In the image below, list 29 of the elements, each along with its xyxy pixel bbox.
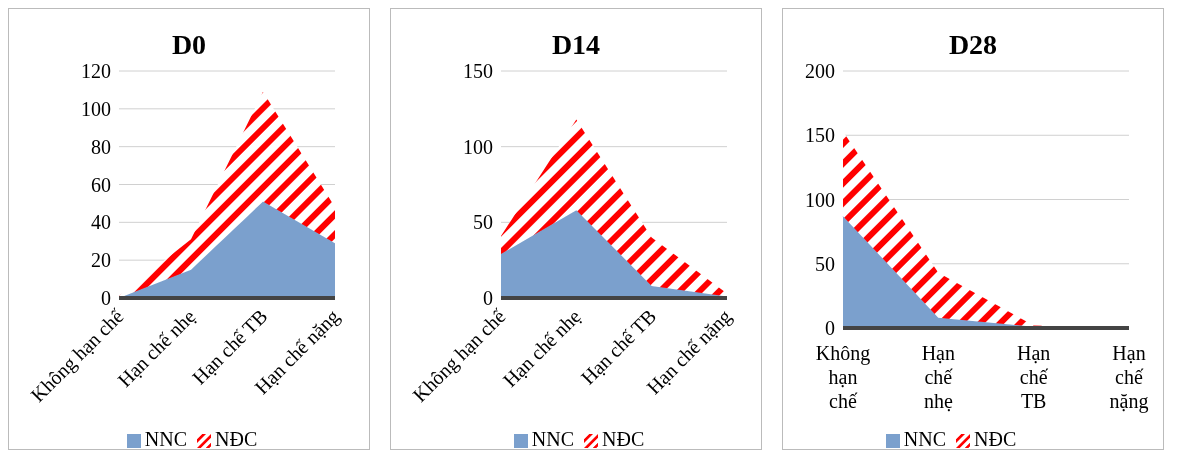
y-tick-label: 40: [91, 211, 111, 234]
y-tick-label: 0: [483, 287, 493, 310]
chart-title: D28: [947, 29, 999, 61]
x-tick-label: Hạn chế nặng: [1109, 342, 1149, 413]
y-tick-label: 60: [91, 173, 111, 196]
y-tick-label: 150: [805, 124, 835, 147]
y-tick-label: 0: [101, 287, 111, 310]
chart-title: D14: [550, 29, 602, 61]
y-tick-label: 150: [463, 60, 493, 83]
y-tick-label: 50: [473, 211, 493, 234]
y-tick-label: 20: [91, 249, 111, 272]
y-tick-label: 200: [805, 60, 835, 83]
y-tick-label: 80: [91, 135, 111, 158]
legend-label: NNC: [144, 428, 187, 450]
y-tick-label: 50: [815, 252, 835, 275]
x-tick-label: Hạn chế TB: [1017, 342, 1051, 412]
y-tick-label: 100: [463, 135, 493, 158]
x-tick-label: Không hạn chế: [815, 342, 871, 412]
legend-label: NĐC: [602, 428, 645, 450]
x-tick-label: Hạn chế nhẹ: [921, 342, 955, 412]
legend-label: NĐC: [215, 428, 258, 450]
y-tick-label: 100: [805, 188, 835, 211]
y-tick-label: 120: [81, 60, 111, 83]
y-tick-label: 100: [81, 97, 111, 120]
legend-label: NNC: [531, 428, 574, 450]
legend-label: NĐC: [974, 428, 1017, 450]
legend-label: NNC: [903, 428, 946, 450]
chart-title: D0: [170, 29, 208, 61]
y-tick-label: 0: [825, 317, 835, 340]
